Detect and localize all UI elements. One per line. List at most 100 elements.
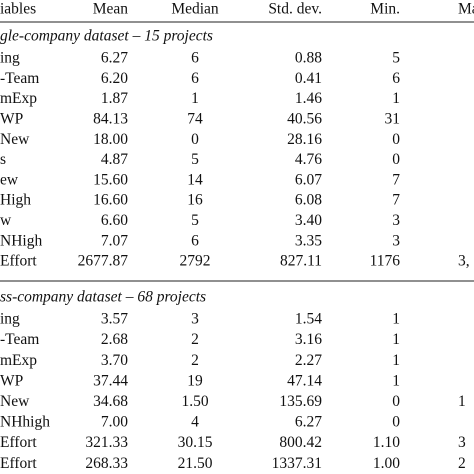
cell: 321.33 bbox=[85, 434, 128, 451]
cell: 0 bbox=[191, 131, 199, 148]
cell: 4.87 bbox=[101, 151, 128, 168]
cell: 1176 bbox=[370, 253, 401, 270]
cell: 4.76 bbox=[295, 151, 322, 168]
cell: 0 bbox=[392, 414, 400, 431]
cell: 1 bbox=[392, 372, 400, 389]
cell: Effort bbox=[0, 434, 37, 451]
cell: WP bbox=[0, 372, 23, 389]
cell: 2677.87 bbox=[78, 253, 129, 270]
cell: 2792 bbox=[180, 253, 211, 270]
cell: 6 bbox=[392, 70, 400, 87]
cell: 800.42 bbox=[279, 434, 322, 451]
cell: 14 bbox=[187, 171, 203, 188]
cell: 6.27 bbox=[295, 414, 322, 431]
cell: 6.60 bbox=[101, 212, 128, 229]
cell: 15.60 bbox=[93, 171, 128, 188]
header-cell: Min. bbox=[370, 1, 400, 18]
cell: 16 bbox=[187, 192, 203, 209]
cell: 2 bbox=[191, 352, 199, 369]
section-title: ss-company dataset – 68 projects bbox=[0, 289, 206, 306]
cell: Effort bbox=[0, 455, 37, 472]
cell: s bbox=[0, 151, 6, 168]
cell: 84.13 bbox=[93, 110, 128, 127]
cell: 3 bbox=[392, 232, 400, 249]
cell: 1 bbox=[392, 311, 400, 328]
cell: 1.54 bbox=[295, 311, 322, 328]
cell: 1.87 bbox=[101, 90, 128, 107]
cell: 5 bbox=[191, 212, 199, 229]
cell: 1 bbox=[392, 331, 400, 348]
cell: High bbox=[0, 192, 31, 209]
cell: 34.68 bbox=[93, 393, 128, 410]
cell: 6 bbox=[191, 50, 199, 67]
cell: ew bbox=[0, 171, 19, 188]
cell: 7 bbox=[392, 192, 400, 209]
cell: New bbox=[0, 393, 30, 410]
cell: WP bbox=[0, 110, 23, 127]
cell: 135.69 bbox=[279, 393, 322, 410]
cell: 31 bbox=[385, 110, 401, 127]
cell: 1.50 bbox=[181, 393, 208, 410]
cell: 19 bbox=[187, 372, 203, 389]
cell: 7.07 bbox=[101, 232, 128, 249]
cell: 3.57 bbox=[101, 311, 128, 328]
cell: 4 bbox=[191, 414, 199, 431]
cell: 1337.31 bbox=[272, 455, 322, 472]
cell: 5 bbox=[191, 151, 199, 168]
header-cell: Mean bbox=[93, 1, 129, 18]
cell: 6.20 bbox=[101, 70, 128, 87]
cell: 7.00 bbox=[101, 414, 128, 431]
cell: 7 bbox=[392, 171, 400, 188]
cell: mExp bbox=[0, 352, 37, 369]
cell: 6.27 bbox=[101, 50, 128, 67]
cell: 2 bbox=[458, 455, 466, 472]
cell: 0.41 bbox=[295, 70, 322, 87]
cell: 1 bbox=[458, 393, 466, 410]
header-cell: Ma bbox=[458, 1, 474, 18]
cell: 2.68 bbox=[101, 331, 128, 348]
header-cell: Std. dev. bbox=[268, 1, 322, 18]
cell: 3 bbox=[458, 434, 466, 451]
cell: 5 bbox=[392, 50, 400, 67]
cell: 1 bbox=[392, 352, 400, 369]
cell: 827.11 bbox=[280, 253, 322, 270]
cell: 1.46 bbox=[295, 90, 322, 107]
cell: 6.07 bbox=[295, 171, 322, 188]
cell: 3, bbox=[458, 253, 470, 270]
header-cell: Median bbox=[171, 1, 219, 18]
cell: 3.40 bbox=[295, 212, 322, 229]
cell: Effort bbox=[0, 253, 37, 270]
cell: 1.00 bbox=[373, 455, 400, 472]
cell: 268.33 bbox=[85, 455, 128, 472]
cell: 1 bbox=[191, 90, 199, 107]
cell: 74 bbox=[187, 110, 203, 127]
cell: NHigh bbox=[0, 232, 42, 249]
cell: 47.14 bbox=[287, 372, 322, 389]
cell: 3.70 bbox=[101, 352, 128, 369]
cell: 6.08 bbox=[295, 192, 322, 209]
cell: 18.00 bbox=[93, 131, 128, 148]
cell: 16.60 bbox=[93, 192, 128, 209]
cell: 40.56 bbox=[287, 110, 322, 127]
header-cell: iables bbox=[0, 1, 36, 18]
cell: 0 bbox=[392, 131, 400, 148]
cell: 3.35 bbox=[295, 232, 322, 249]
cell: 28.16 bbox=[287, 131, 322, 148]
cell: 37.44 bbox=[93, 372, 128, 389]
cell: NHhigh bbox=[0, 414, 50, 431]
cell: 3 bbox=[191, 311, 199, 328]
cell: 0.88 bbox=[295, 50, 322, 67]
cell: -Team bbox=[0, 70, 39, 87]
cell: -Team bbox=[0, 331, 39, 348]
cell: mExp bbox=[0, 90, 37, 107]
cell: ing bbox=[0, 50, 20, 67]
cell: 6 bbox=[191, 70, 199, 87]
cell: 0 bbox=[392, 151, 400, 168]
cell: 2 bbox=[191, 331, 199, 348]
cell: 3.16 bbox=[295, 331, 322, 348]
cell: 0 bbox=[392, 393, 400, 410]
cell: 21.50 bbox=[178, 455, 213, 472]
cell: 6 bbox=[191, 232, 199, 249]
cell: New bbox=[0, 131, 30, 148]
